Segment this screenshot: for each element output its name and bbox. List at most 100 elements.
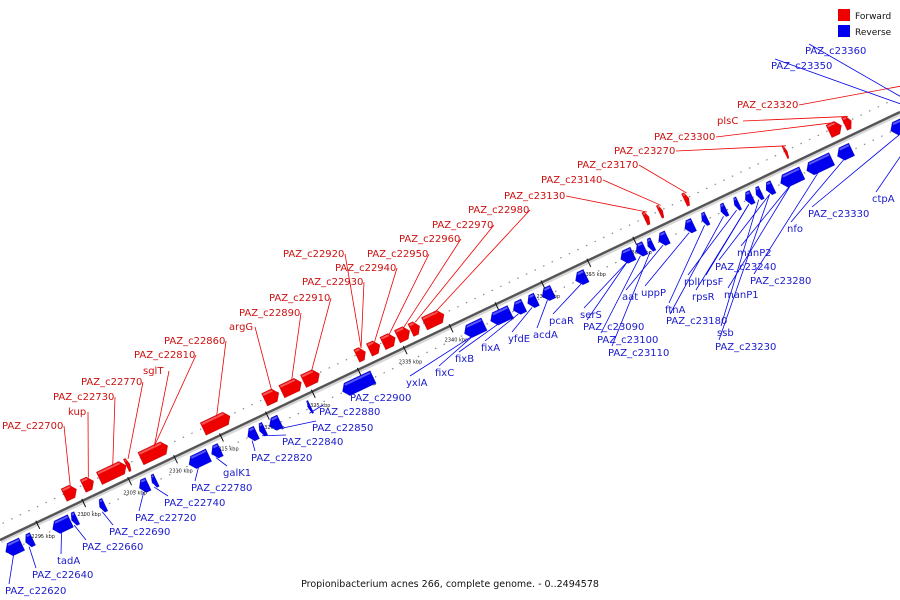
gene-arrow-fwd-11 <box>379 333 396 351</box>
gene-label-tadA: tadA <box>57 556 80 567</box>
gene-fwd-6 <box>261 388 280 407</box>
gene-shine <box>354 348 360 353</box>
gene-label-plsC: plsC <box>717 116 738 127</box>
gene-shine <box>151 475 154 478</box>
gene-fwd-12 <box>393 326 411 344</box>
gene-shine <box>140 478 146 483</box>
gene-fwd-0 <box>60 484 77 502</box>
leader-tadA <box>60 531 62 555</box>
gene-label-PAZ_c22950: PAZ_c22950 <box>367 249 428 260</box>
gene-rev-13 <box>342 370 377 397</box>
gene-shine <box>686 219 692 224</box>
gene-shine <box>301 370 314 378</box>
gene-label-PAZ_c22780: PAZ_c22780 <box>191 483 252 494</box>
gene-shine <box>808 153 830 166</box>
gene-rev-8 <box>211 442 224 459</box>
gene-rev-23 <box>658 230 671 246</box>
gene-label-argG: argG <box>229 322 253 333</box>
gene-arrow-fwd-9 <box>353 347 366 363</box>
gene-label-yfdE: yfdE <box>508 334 530 345</box>
legend-forward-swatch <box>838 9 850 21</box>
gene-shine <box>190 450 207 459</box>
gene-label-PAZ_c22770: PAZ_c22770 <box>81 377 142 388</box>
legend-reverse-swatch <box>838 25 850 37</box>
kbp-tick-label: 2310 kbp <box>169 469 193 475</box>
gene-label-PAZ_c22970: PAZ_c22970 <box>432 220 493 231</box>
gene-label-PAZ_c22620: PAZ_c22620 <box>5 586 66 597</box>
gene-label-aat: aat <box>622 292 638 303</box>
kbp-tick <box>402 345 408 355</box>
gene-arrow-rev-8 <box>211 442 224 459</box>
gene-shine <box>381 334 390 340</box>
gene-shine <box>71 512 75 516</box>
gene-shine <box>249 427 255 432</box>
leader-PAZ_c22860 <box>216 340 227 417</box>
gene-arrow-rev-33 <box>836 142 856 161</box>
gene-label-PAZ_c23280: PAZ_c23280 <box>750 276 811 287</box>
leader-PAZ_c22890 <box>291 312 302 382</box>
gene-label-manP1: manP1 <box>724 290 759 301</box>
gene-label-galK1: galK1 <box>223 468 251 479</box>
gene-label-PAZ_c22940: PAZ_c22940 <box>335 263 396 274</box>
gene-label-PAZ_c22720: PAZ_c22720 <box>135 513 196 524</box>
gene-fwd-2 <box>95 461 127 486</box>
gene-arrow-rev-32 <box>806 152 836 176</box>
gene-label-nfo: nfo <box>787 224 803 235</box>
leader-PAZ_c22660 <box>73 524 87 541</box>
gene-rev-9 <box>247 425 261 442</box>
leader-PAZ_c22940 <box>374 267 398 342</box>
leader-ctpA <box>875 156 900 193</box>
gene-arrow-rev-2 <box>52 514 75 534</box>
leader-aat <box>625 244 664 291</box>
gene-fwd-5 <box>199 411 231 436</box>
gene-arrow-fwd-19 <box>825 120 842 139</box>
gene-arrow-rev-22 <box>646 237 657 252</box>
legend-forward-label: Forward <box>855 12 891 22</box>
gene-rev-14 <box>464 317 488 339</box>
gene-shine <box>839 144 850 151</box>
kbp-tick <box>219 433 224 442</box>
gene-rev-19 <box>575 268 590 286</box>
genome-title: Propionibacterium acnes 266, complete ge… <box>301 579 599 590</box>
gene-arrow-fwd-10 <box>365 340 381 357</box>
gene-arrow-fwd-15 <box>641 211 651 226</box>
gene-arrow-fwd-6 <box>261 388 280 407</box>
gene-arrow-rev-17 <box>527 292 541 309</box>
leader-PAZ_c23330 <box>811 133 900 208</box>
gene-label-PAZ_c23240: PAZ_c23240 <box>715 262 776 273</box>
gene-rev-12 <box>305 399 315 414</box>
gene-arrow-fwd-2 <box>95 461 127 486</box>
gene-label-PAZ_c22890: PAZ_c22890 <box>239 308 300 319</box>
gene-rev-22 <box>646 237 657 252</box>
gene-shine <box>212 444 218 449</box>
gene-shine <box>279 378 296 388</box>
kbp-tick-label: 2295 kbp <box>31 534 55 540</box>
leader-PAZ_c23360 <box>808 43 900 97</box>
gene-fwd-18 <box>781 145 790 160</box>
gene-fwd-13 <box>407 321 421 337</box>
label-leaders <box>8 43 900 585</box>
gene-shine <box>842 116 847 121</box>
leader-ssb <box>720 199 760 327</box>
kbp-tick <box>448 323 454 333</box>
kbp-tick-label: 2355 kbp <box>582 272 606 278</box>
gene-rev-29 <box>755 185 765 201</box>
gene-arrow-rev-16 <box>512 298 528 315</box>
leader-PAZ_c22960 <box>403 238 462 328</box>
gene-label-PAZ_c23270: PAZ_c23270 <box>614 146 675 157</box>
gene-shine <box>682 193 686 197</box>
gene-arrow-rev-15 <box>490 304 514 326</box>
gene-fwd-15 <box>641 211 651 226</box>
gene-label-PAZ_c22700: PAZ_c22700 <box>2 421 63 432</box>
gene-arrow-fwd-5 <box>199 411 231 436</box>
leader-PAZ_c23270 <box>675 145 786 152</box>
gene-arrow-rev-4 <box>98 497 109 513</box>
gene-shine <box>892 112 900 126</box>
gene-arrow-fwd-0 <box>60 484 77 502</box>
gene-label-PAZ_c22860: PAZ_c22860 <box>164 336 225 347</box>
gene-shine <box>422 311 438 320</box>
gene-arrow-fwd-14 <box>420 309 445 331</box>
gene-rev-28 <box>744 189 756 206</box>
gene-shine <box>367 341 374 346</box>
